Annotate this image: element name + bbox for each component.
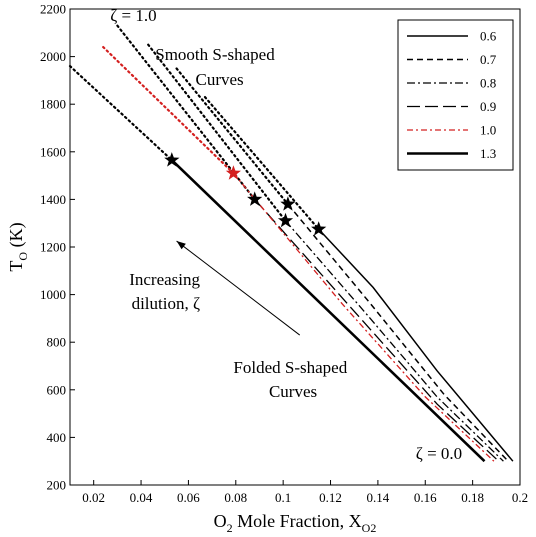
y-axis-label-main: T bbox=[6, 261, 26, 272]
y-axis-label-rest: (K) bbox=[6, 222, 27, 252]
series-line-0.9 bbox=[254, 198, 500, 462]
series-dotted-1.3 bbox=[68, 64, 173, 162]
series-line-1.0 bbox=[232, 172, 495, 462]
series-dotted-1.0 bbox=[102, 45, 235, 175]
x-tick-label: 0.2 bbox=[512, 490, 528, 505]
annotation: Curves bbox=[196, 70, 244, 89]
axis-ticks: 0.02 0.04 0.06 0.08 0.1 0.12 0.14 0.16 0.18 0.2 20… bbox=[40, 2, 528, 506]
x-tick-label: 0.18 bbox=[461, 490, 484, 505]
x-tick-label: 0.12 bbox=[319, 490, 342, 505]
y-tick-label: 2200 bbox=[40, 2, 66, 17]
x-axis-label-sub2: O2 bbox=[362, 521, 377, 535]
legend-label-1.3: 1.3 bbox=[480, 146, 496, 161]
annotation: dilution, ζ bbox=[132, 294, 200, 313]
y-tick-label: 1800 bbox=[40, 97, 66, 112]
dilution-arrow-line bbox=[176, 240, 301, 336]
x-tick-label: 0.14 bbox=[367, 490, 390, 505]
x-tick-label: 0.06 bbox=[177, 490, 200, 505]
series-dotted-0.7 bbox=[175, 67, 289, 206]
series-line-0.6 bbox=[318, 228, 514, 462]
turning-point-star-1.3 bbox=[164, 152, 180, 167]
annotation: Curves bbox=[269, 382, 317, 401]
legend-label-0.7: 0.7 bbox=[480, 52, 497, 67]
annotation: Folded S-shaped bbox=[233, 358, 347, 377]
x-tick-label: 0.02 bbox=[82, 490, 105, 505]
x-tick-label: 0.16 bbox=[414, 490, 437, 505]
y-tick-label: 600 bbox=[47, 382, 67, 397]
annotation: ζ = 0.0 bbox=[416, 444, 462, 463]
annotation: ζ = 1.0 bbox=[110, 6, 156, 25]
y-tick-label: 1400 bbox=[40, 192, 66, 207]
legend: 0.6 0.7 0.8 0.9 1.0 1.3 bbox=[397, 19, 514, 171]
turning-point-star-0.9 bbox=[247, 191, 263, 206]
dilution-arrow-head bbox=[176, 241, 186, 250]
annotation: Smooth S-shaped bbox=[155, 45, 275, 64]
x-axis-label-rest: Mole Fraction, X bbox=[233, 511, 362, 531]
turning-point-star-0.6 bbox=[311, 221, 327, 236]
star-layer bbox=[164, 152, 327, 236]
y-tick-label: 800 bbox=[47, 335, 67, 350]
y-tick-label: 200 bbox=[47, 478, 67, 493]
turning-point-star-0.7 bbox=[280, 196, 296, 211]
y-tick-label: 1600 bbox=[40, 144, 66, 159]
y-tick-label: 1200 bbox=[40, 240, 66, 255]
turning-point-star-0.8 bbox=[277, 212, 294, 228]
y-axis-label-sub: O bbox=[16, 252, 30, 261]
y-tick-label: 400 bbox=[47, 430, 67, 445]
x-axis-label-main: O bbox=[214, 511, 227, 531]
series-line-1.3 bbox=[170, 159, 486, 463]
series-line-0.8 bbox=[285, 220, 504, 462]
series-line-0.7 bbox=[287, 203, 509, 462]
y-tick-label: 2000 bbox=[40, 49, 66, 64]
legend-label-0.6: 0.6 bbox=[480, 29, 497, 44]
y-tick-label: 1000 bbox=[40, 287, 66, 302]
x-tick-label: 0.1 bbox=[275, 490, 291, 505]
x-tick-label: 0.08 bbox=[224, 490, 247, 505]
legend-box bbox=[397, 19, 514, 171]
turning-point-star-1.0 bbox=[225, 165, 241, 180]
series-dotted-0.8 bbox=[147, 43, 287, 222]
series-dotted-0.6 bbox=[203, 95, 320, 231]
annotation-layer: ζ = 1.0 Smooth S-shaped Curves Increasing di… bbox=[110, 6, 462, 463]
x-tick-label: 0.04 bbox=[130, 490, 153, 505]
x-axis-label-sub: 2 bbox=[227, 521, 233, 535]
legend-label-0.8: 0.8 bbox=[480, 76, 496, 91]
y-axis-label: TO (K) bbox=[6, 222, 30, 271]
annotation: Increasing bbox=[129, 270, 200, 289]
legend-label-1.0: 1.0 bbox=[480, 123, 496, 138]
x-axis-label: O2 Mole Fraction, XO2 bbox=[214, 511, 377, 535]
legend-label-0.9: 0.9 bbox=[480, 99, 496, 114]
